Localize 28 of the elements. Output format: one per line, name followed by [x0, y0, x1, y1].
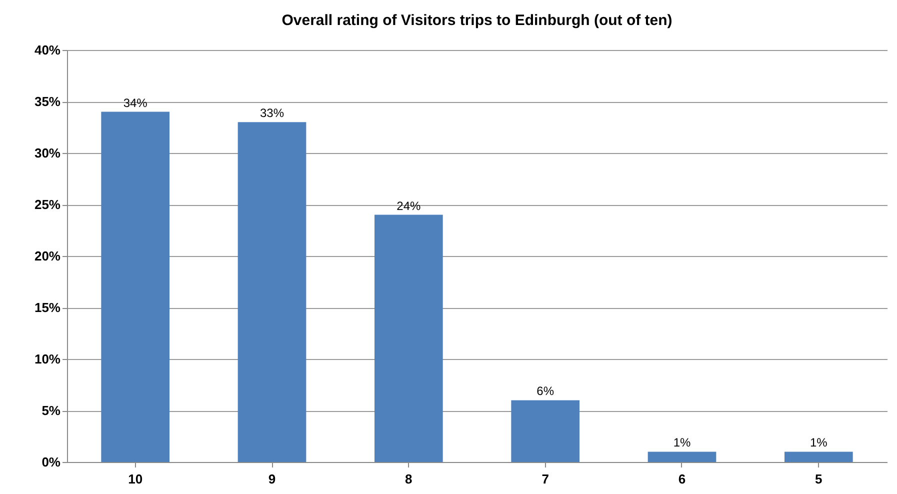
y-tick-label: 0% [42, 454, 61, 470]
bar [238, 122, 306, 462]
data-label: 1% [810, 436, 828, 450]
bar [784, 452, 853, 462]
x-tick-label: 5 [815, 472, 822, 486]
data-label: 24% [396, 198, 421, 213]
y-tick-label: 5% [42, 403, 61, 418]
y-tick-label: 30% [34, 146, 61, 160]
x-tick-label: 8 [405, 472, 412, 486]
bar [374, 214, 443, 462]
y-tick-label: 10% [34, 352, 61, 366]
data-label: 1% [673, 436, 691, 450]
bar [511, 400, 580, 462]
x-tick-label: 10 [128, 472, 143, 486]
y-tick-label: 35% [34, 94, 61, 109]
y-tick-label: 25% [34, 197, 61, 212]
y-tick-label: 40% [34, 42, 61, 58]
y-tick-label: 15% [34, 300, 61, 315]
y-tick-label: 20% [34, 248, 61, 264]
data-label: 34% [123, 96, 148, 110]
chart-title: Overall rating of Visitors trips to Edinburgh (out of ten) [282, 12, 672, 29]
x-tick-label: 9 [268, 472, 276, 486]
data-label: 33% [260, 106, 284, 120]
data-label: 6% [536, 384, 554, 398]
bar [648, 452, 716, 462]
bar [101, 112, 170, 462]
x-tick-label: 6 [678, 472, 686, 486]
x-tick-label: 7 [542, 472, 549, 486]
